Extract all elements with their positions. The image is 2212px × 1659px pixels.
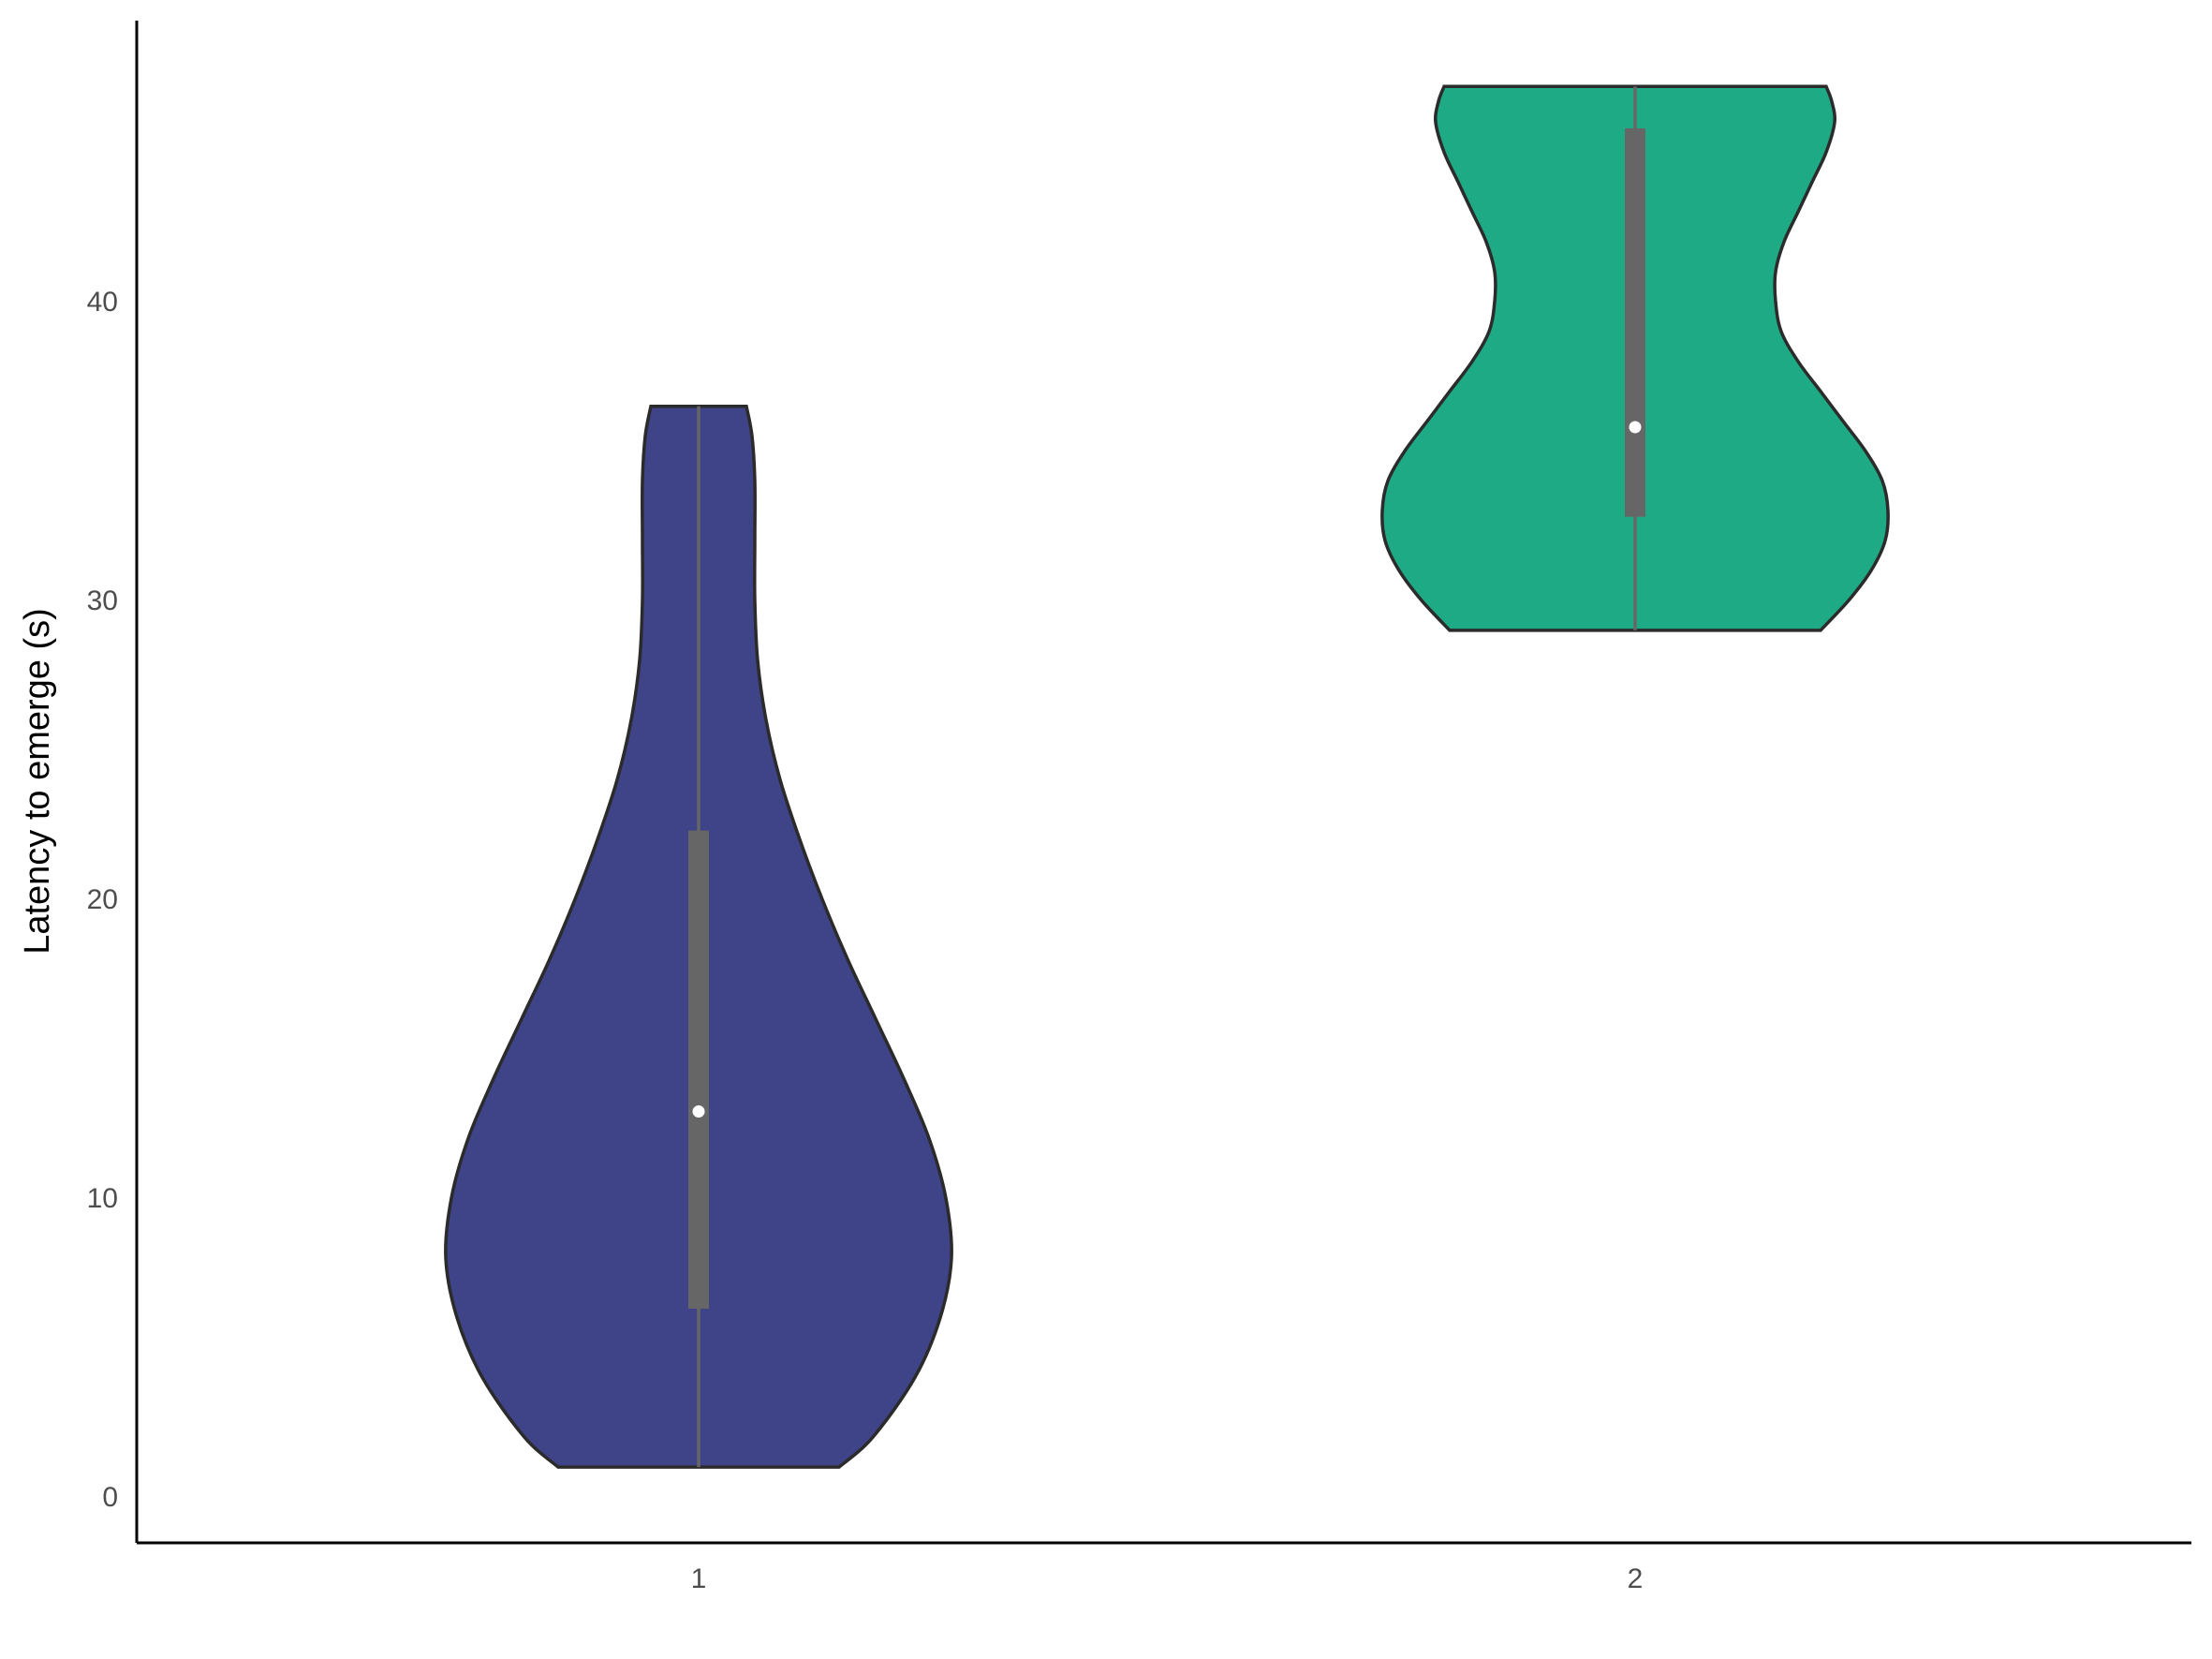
iqr-box <box>1625 127 1645 517</box>
violin-1 <box>444 404 953 1469</box>
y-tick-label: 20 <box>87 884 118 915</box>
y-tick-label: 0 <box>102 1482 118 1513</box>
violin-2 <box>1380 84 1890 632</box>
y-tick-label: 30 <box>87 585 118 616</box>
x-tick-label: 1 <box>691 1563 707 1594</box>
median-point <box>692 1104 705 1118</box>
median-point <box>1629 421 1642 434</box>
y-axis-title: Latency to emerge (s) <box>18 608 57 955</box>
iqr-box <box>688 830 709 1310</box>
y-tick-label: 40 <box>87 287 118 318</box>
y-axis-ticks: 0 10 20 30 40 <box>87 287 118 1513</box>
y-tick-label: 10 <box>87 1183 118 1214</box>
x-tick-label: 2 <box>1628 1563 1644 1594</box>
violin-group <box>444 84 1890 1469</box>
